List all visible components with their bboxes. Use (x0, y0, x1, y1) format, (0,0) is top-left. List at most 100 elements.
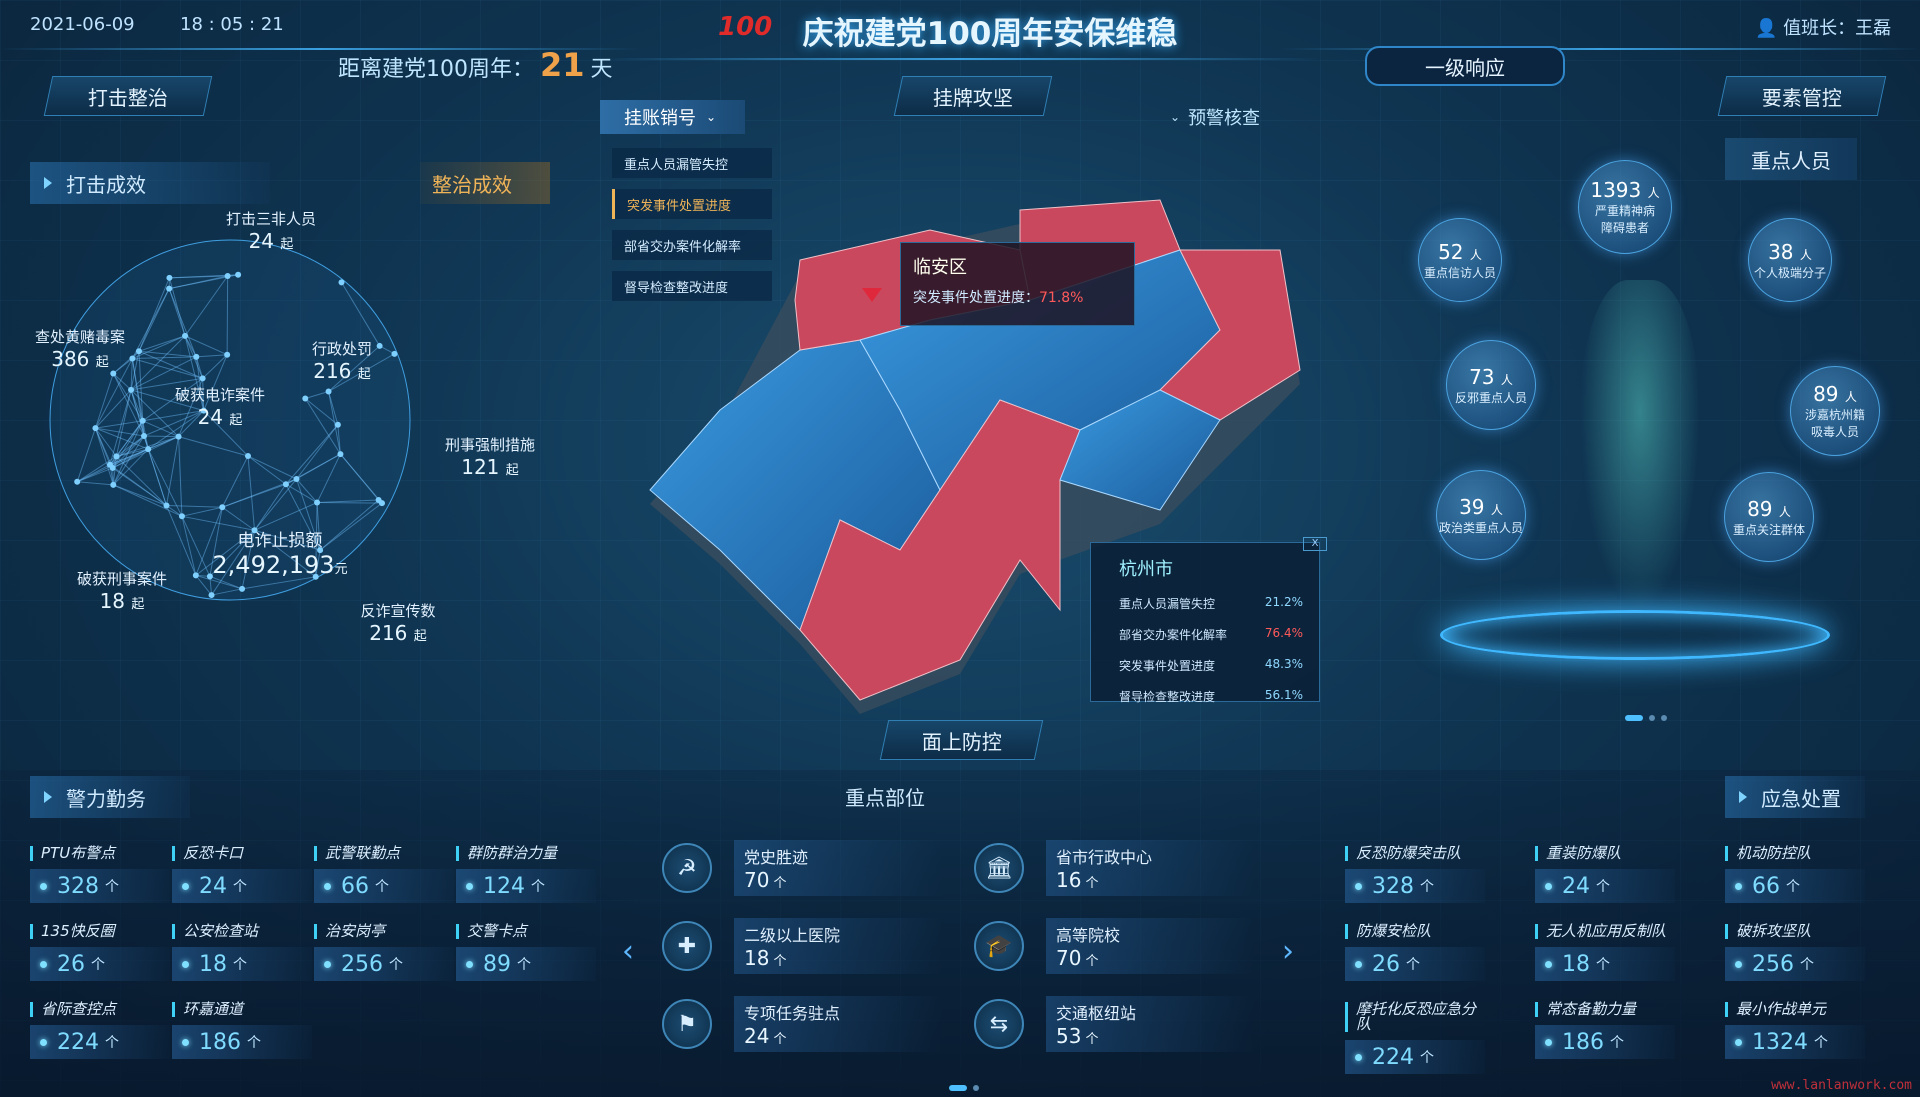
emergency-stat: 防爆安检队 26 个 (1345, 924, 1485, 981)
response-level-badge[interactable]: 一级响应 (1365, 46, 1565, 86)
pagination-bottom[interactable] (946, 1076, 982, 1095)
sphere-link (112, 448, 149, 486)
dot-icon (466, 882, 473, 890)
flag-icon: ⚑ (662, 999, 712, 1049)
menu-item-case-resolution[interactable]: 部省交办案件化解率 (612, 230, 772, 260)
sphere-link (147, 448, 167, 506)
sphere-link (95, 389, 132, 429)
police-stat: 武警联勤点 66 个 (314, 846, 454, 903)
user-info[interactable]: 👤 值班长：王磊 (1755, 18, 1892, 39)
sphere-link (77, 467, 113, 483)
sphere-link (315, 550, 321, 577)
sphere-link (130, 351, 140, 390)
chevron-right-icon[interactable]: › (1282, 934, 1294, 969)
city-card-row: 部省交办案件化解率 76.4% (1119, 626, 1303, 642)
dropdown-write-off[interactable]: 挂账销号 ⌄ (600, 100, 745, 134)
sphere-node (338, 279, 345, 286)
sphere-link (304, 398, 341, 455)
sphere-link (95, 420, 143, 429)
sphere-node (113, 453, 120, 460)
city-card-row: 突发事件处置进度 48.3% (1119, 657, 1303, 673)
sphere-link (138, 335, 186, 352)
sphere-link (241, 530, 256, 589)
sphere-link (209, 507, 223, 577)
sphere-link (221, 455, 249, 508)
sphere-link (166, 505, 197, 576)
sphere-link (316, 453, 341, 503)
sphere-link (211, 529, 255, 596)
close-icon[interactable]: X (1303, 537, 1327, 551)
dropdown-warning-check[interactable]: ⌄ 预警核查 (1170, 108, 1261, 129)
tab-rectify-results[interactable]: 整治成效 (420, 162, 550, 204)
sphere-link (138, 351, 144, 421)
menu-item-emergency-progress[interactable]: 突发事件处置进度 (612, 189, 772, 219)
sphere-link (247, 455, 256, 531)
sphere-link (184, 335, 205, 411)
police-stat: 公安检查站 18 个 (172, 924, 312, 981)
chevron-left-icon[interactable]: ‹ (622, 934, 634, 969)
key-persons-tag[interactable]: 重点人员 (1725, 138, 1857, 180)
sphere-node (192, 572, 199, 579)
sphere-link (77, 481, 114, 486)
key-site-item[interactable]: ⇆ 交通枢纽站 53 个 (974, 996, 1254, 1052)
sphere-node (391, 350, 398, 357)
key-site-item[interactable]: 🎓 高等院校 70 个 (974, 918, 1254, 974)
sphere-link (138, 350, 203, 379)
sphere-link (112, 467, 167, 506)
sphere-link (132, 356, 197, 360)
sphere-node (139, 417, 146, 424)
tab-elements[interactable]: 要素管控 (1717, 76, 1887, 116)
sphere-node (378, 500, 385, 507)
stat-anti-fraud-promo: 反诈宣传数 216 起 (360, 602, 436, 645)
tab-strike[interactable]: 打击整治 (43, 76, 213, 116)
sphere-link (116, 435, 145, 457)
sphere-link (195, 507, 223, 576)
sphere-link (221, 506, 255, 531)
pagination-right[interactable] (1622, 706, 1670, 725)
sphere-link (130, 389, 144, 421)
key-site-item[interactable]: ☭ 党史胜迹 70 个 (662, 840, 942, 896)
header-line (0, 48, 640, 50)
dot-icon (40, 882, 47, 890)
dot-icon (40, 960, 47, 968)
sphere-link (132, 335, 186, 359)
sphere-node (224, 272, 231, 279)
bubble-drug-users: 89 人涉嘉杭州籍吸毒人员 (1790, 366, 1880, 456)
sphere-link (76, 455, 117, 483)
stat-vice-cases: 查处黄赌毒案 386 起 (34, 328, 125, 371)
sphere-link (138, 288, 170, 352)
menu-item-inspection-progress[interactable]: 督导检查整改进度 (612, 271, 772, 301)
key-sites-title: 重点部位 (845, 786, 925, 810)
menu-item-key-persons[interactable]: 重点人员漏管失控 (612, 148, 772, 178)
tooltip-value: 71.8% (1039, 290, 1084, 306)
sphere-node (193, 353, 200, 360)
sphere-link (337, 424, 341, 455)
tab-strike-results[interactable]: 打击成效 (30, 162, 270, 204)
map-region-south[interactable] (799, 399, 1081, 701)
sphere-link (109, 435, 145, 466)
sphere-link (131, 288, 170, 359)
time: 18 : 05 : 21 (180, 14, 284, 35)
sphere-link (147, 410, 204, 450)
key-site-item[interactable]: ✚ 二级以上医院 18 个 (662, 918, 942, 974)
key-site-item[interactable]: ⚑ 专项任务驻点 24 个 (662, 996, 942, 1052)
sphere-link (142, 377, 203, 422)
sphere-link (138, 350, 197, 358)
user-icon: 👤 (1755, 18, 1778, 39)
tab-listed[interactable]: 挂牌攻坚 (893, 76, 1053, 116)
sphere-node (312, 573, 319, 580)
sphere-link (195, 574, 243, 590)
key-site-item[interactable]: 🏛 省市行政中心 16 个 (974, 840, 1254, 896)
sphere-link (130, 377, 203, 391)
sphere-link (112, 435, 145, 486)
sphere-link (247, 455, 297, 480)
sphere-link (211, 588, 243, 596)
sphere-link (95, 427, 149, 450)
police-stat: PTU布警点 328 个 (30, 846, 170, 903)
sphere-node (251, 527, 258, 534)
map-marker[interactable] (862, 288, 882, 302)
sphere-link (222, 483, 287, 508)
sphere-link (165, 436, 180, 506)
sphere-node (178, 513, 185, 520)
map-region-southeast[interactable] (1059, 389, 1221, 511)
